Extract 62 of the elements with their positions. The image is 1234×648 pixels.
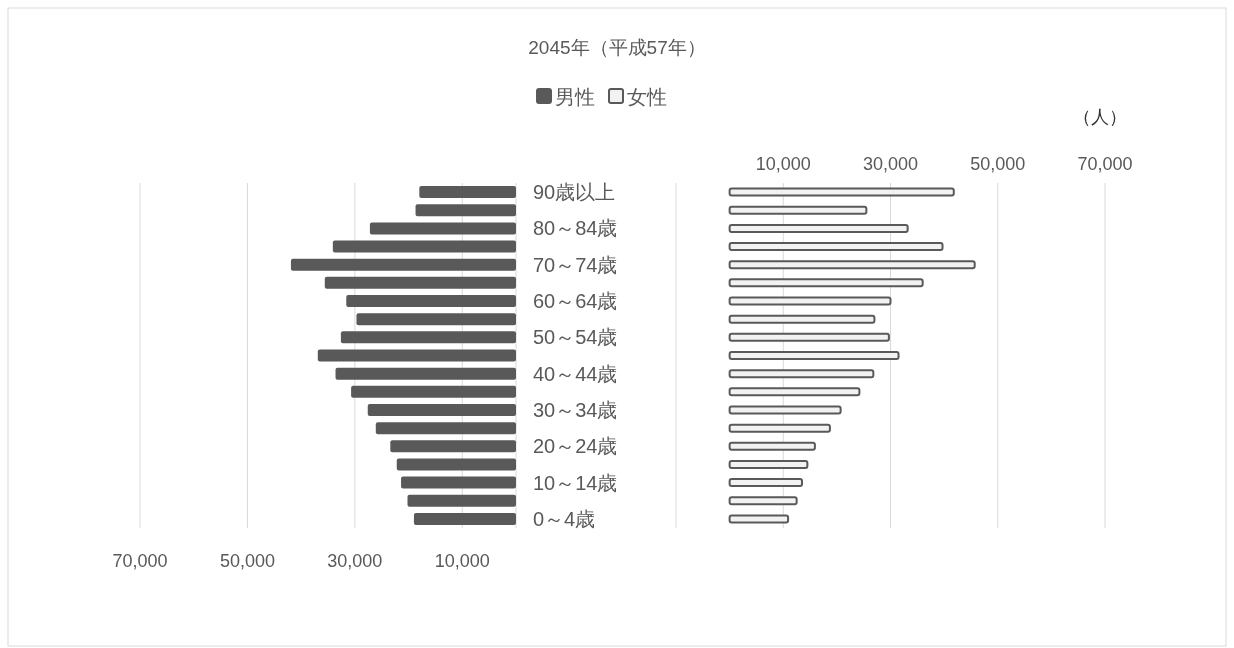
- text: 2045年（平成57年）: [528, 37, 706, 58]
- bar: [728, 260, 976, 270]
- y-tick-label: 30～34歳: [533, 398, 618, 421]
- bar: [369, 222, 516, 235]
- legend-label: 女性: [627, 86, 667, 108]
- bar: [356, 313, 516, 326]
- y-tick-label: 90歳以上: [533, 181, 616, 204]
- x-tick-label: 10,000: [434, 551, 490, 571]
- bar: [332, 240, 516, 253]
- bar: [728, 405, 842, 415]
- bar: [728, 387, 861, 397]
- bar: [290, 258, 516, 271]
- y-tick-label: 50～54歳: [533, 326, 618, 349]
- bar: [728, 459, 809, 469]
- x-tick-label: 30,000: [862, 154, 919, 174]
- bar: [390, 440, 516, 453]
- bar: [317, 349, 516, 362]
- bar: [407, 494, 516, 507]
- bar: [728, 242, 944, 252]
- y-tick-label: 60～64歳: [533, 290, 618, 313]
- x-tick-label: 30,000: [327, 551, 383, 571]
- bar: [728, 314, 876, 324]
- x-tick-label: 70,000: [1077, 154, 1133, 174]
- bar: [413, 512, 516, 525]
- bar: [728, 296, 892, 306]
- legend: 男性: [536, 86, 595, 108]
- y-tick-label: 10～14歳: [533, 471, 618, 494]
- bar: [340, 331, 516, 344]
- legend: 女性: [608, 86, 667, 108]
- bar: [728, 369, 875, 379]
- y-tick-label: 70～74歳: [533, 253, 618, 276]
- bar: [728, 223, 909, 233]
- bar: [324, 276, 516, 289]
- bar: [375, 422, 516, 435]
- y-tick-label: 80～84歳: [533, 217, 618, 240]
- legend-label: 男性: [555, 86, 595, 108]
- bar: [401, 476, 516, 489]
- bar: [728, 441, 816, 451]
- y-tick-label: 0～4歳: [533, 507, 596, 530]
- bar: [367, 403, 516, 416]
- bar: [728, 205, 868, 215]
- bar: [396, 458, 516, 471]
- bar: [728, 278, 924, 288]
- bar: [728, 496, 798, 506]
- bar: [728, 478, 804, 488]
- bar: [728, 187, 955, 197]
- x-tick-label: 70,000: [112, 551, 168, 571]
- bar: [728, 332, 890, 342]
- x-tick-label: 50,000: [970, 154, 1026, 174]
- bar: [415, 204, 516, 217]
- bar: [346, 295, 516, 308]
- text: （人）: [1073, 107, 1127, 127]
- y-tick-label: 20～24歳: [533, 435, 618, 458]
- bar: [351, 385, 516, 398]
- bar: [728, 514, 790, 524]
- x-tick-label: 10,000: [755, 154, 811, 174]
- y-tick-label: 40～44歳: [533, 362, 618, 385]
- bar: [335, 367, 516, 380]
- bar: [419, 186, 516, 199]
- bar: [728, 423, 831, 433]
- bar: [728, 351, 900, 360]
- x-tick-label: 50,000: [219, 551, 275, 571]
